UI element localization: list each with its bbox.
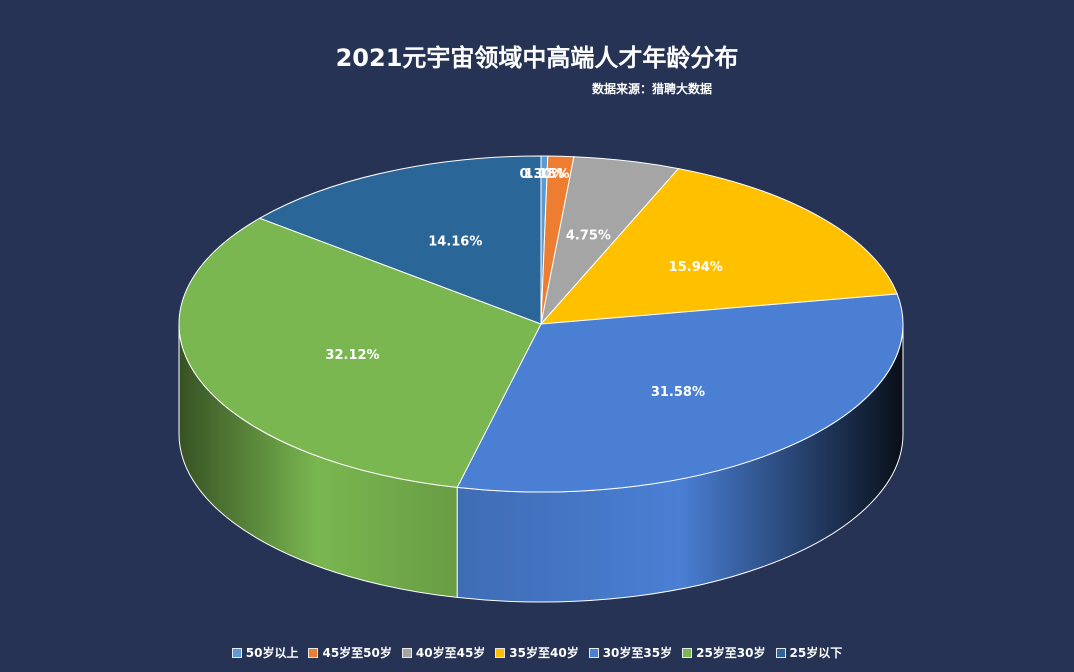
legend-label-0: 50岁以上	[245, 646, 299, 660]
pie-slice-4	[456, 293, 904, 493]
legend-swatch-2	[401, 647, 412, 658]
pie-label-0: 0.30%	[519, 167, 564, 182]
legend-label-1: 45岁至50岁	[322, 646, 392, 660]
pie-slice-5	[178, 217, 542, 488]
legend-item-5: 25岁至30岁	[682, 644, 766, 661]
pie-label-1: 1.15%	[524, 167, 569, 182]
chart-title: 2021元宇宙领域中高端人才年龄分布	[335, 44, 739, 72]
legend-label-3: 35岁至40岁	[509, 646, 579, 660]
pie-label-6: 14.16%	[428, 235, 482, 250]
legend-item-0: 50岁以上	[231, 644, 299, 661]
legend: 50岁以上 45岁至50岁 40岁至45岁 35岁至40岁 30岁至35岁 25岁至30岁…	[0, 644, 1074, 661]
legend-swatch-3	[495, 647, 506, 658]
legend-label-5: 25岁至30岁	[696, 646, 766, 660]
pie-label-2: 4.75%	[566, 228, 611, 243]
legend-item-4: 30岁至35岁	[588, 644, 673, 661]
chart-subtitle: 数据来源：猎聘大数据	[592, 82, 713, 96]
pie-slice-6	[258, 155, 542, 325]
legend-label-4: 30岁至35岁	[602, 646, 673, 660]
pie-label-3: 15.94%	[669, 260, 723, 275]
pie-label-4: 31.58%	[651, 385, 705, 400]
legend-swatch-5	[682, 647, 693, 658]
legend-item-1: 45岁至50岁	[308, 644, 392, 661]
pie-label-5: 32.12%	[325, 348, 379, 363]
legend-label-2: 40岁至45岁	[415, 646, 486, 660]
legend-swatch-4	[588, 647, 599, 658]
legend-swatch-1	[308, 647, 319, 658]
legend-item-6: 25岁以下	[775, 644, 843, 661]
pie-slice-3	[539, 168, 898, 325]
legend-item-2: 40岁至45岁	[401, 644, 486, 661]
legend-label-6: 25岁以下	[789, 646, 843, 660]
legend-swatch-0	[231, 647, 242, 658]
legend-swatch-6	[775, 647, 786, 658]
legend-item-3: 35岁至40岁	[495, 644, 579, 661]
